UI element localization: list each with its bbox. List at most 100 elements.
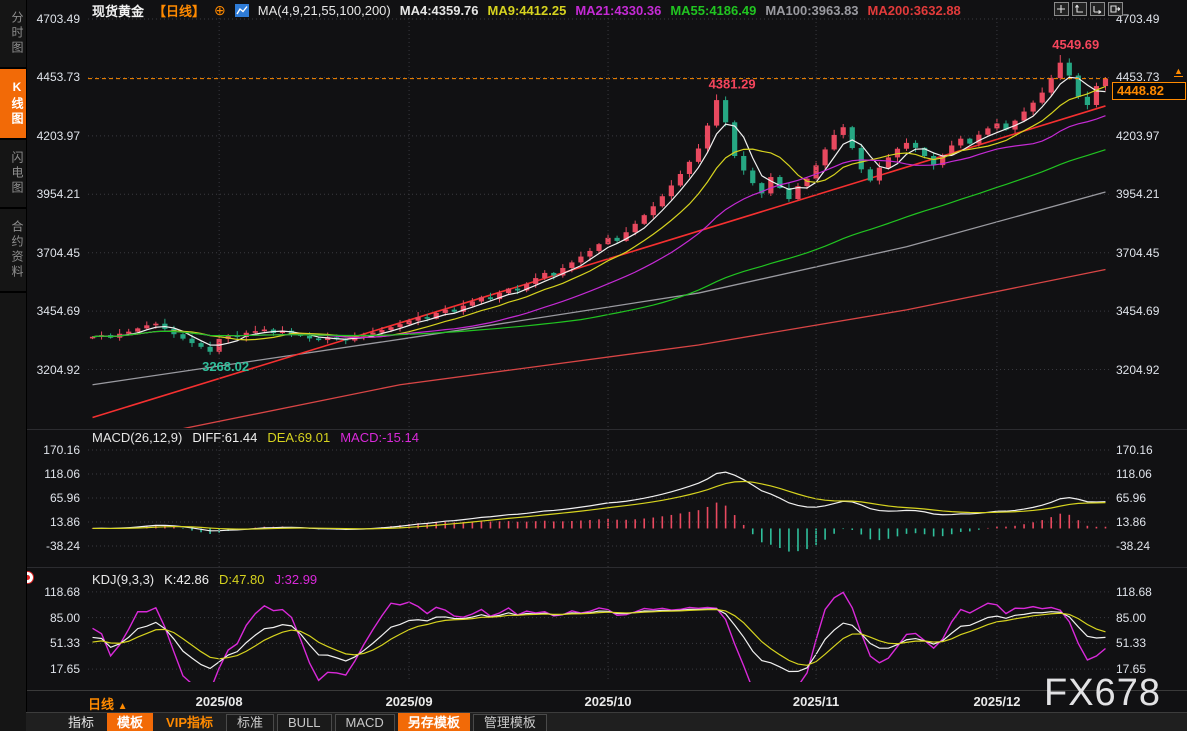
ma200-value: MA200:3632.88 — [867, 3, 961, 18]
price-axis-label: 3454.69 — [1116, 304, 1160, 319]
toolbar-item-另存模板[interactable]: 另存模板 — [397, 713, 470, 731]
dea-line — [92, 480, 1106, 530]
macd-title: MACD(26,12,9) — [92, 430, 183, 445]
price-axis-label: 4453.73 — [36, 70, 80, 85]
macd-pane — [88, 449, 1110, 552]
d-line — [92, 608, 1106, 666]
sidebar-tab-合约资料[interactable]: 合约资料 — [0, 209, 26, 293]
diff-line — [92, 471, 1106, 532]
sidebar-tab-分时图[interactable]: 分时图 — [0, 0, 26, 69]
MA4-line — [92, 76, 1106, 346]
left-sidebar: 分时图 K线图 闪电图 合约资料 — [0, 0, 27, 731]
axis-scale-vertical-icon[interactable] — [1072, 2, 1087, 16]
kdj-axis-label: 17.65 — [1116, 662, 1147, 677]
main-pane — [88, 18, 1110, 428]
macd-header: MACD(26,12,9) DIFF:61.44 DEA:69.01 MACD:… — [92, 430, 419, 445]
price-axis-label: 3704.45 — [36, 245, 80, 260]
toolbar-item-标准[interactable]: 标准 — [226, 713, 275, 731]
chart-header: 现货黄金 【日线】 ⊕ MA(4,9,21,55,100,200) MA4:43… — [92, 1, 961, 20]
pane-separator-2 — [26, 567, 1187, 568]
kdj-axis-label: 51.33 — [49, 636, 80, 651]
kdj-axis-label: 85.00 — [1116, 610, 1147, 625]
trendline — [92, 105, 1106, 419]
kdj-j: J:32.99 — [274, 572, 318, 587]
price-axis-label: 4703.49 — [1116, 12, 1160, 27]
MA55-line — [92, 149, 1106, 338]
sidebar-tab-闪电图[interactable]: 闪电图 — [0, 140, 26, 209]
pane-separator-1 — [26, 429, 1187, 430]
sidebar-tab-K线图[interactable]: K线图 — [0, 69, 26, 140]
price-axis-label: 4203.97 — [36, 128, 80, 143]
price-annotation: 3268.02 — [202, 359, 249, 374]
macd-axis-label: 13.86 — [1116, 515, 1147, 529]
price-axis-label: 4703.49 — [36, 12, 80, 27]
period-tag: 【日线】 — [153, 4, 206, 19]
candles-layer — [89, 55, 1109, 355]
price-alert-marker-icon: ▲ — [1174, 66, 1183, 77]
kdj-d: D:47.80 — [218, 572, 265, 587]
xaxis-separator — [26, 690, 1187, 691]
ma55-value: MA55:4186.49 — [670, 3, 757, 18]
watermark: FX678 — [1044, 672, 1161, 714]
kdj-axis-label: 51.33 — [1116, 636, 1147, 651]
alarm-dot-icon[interactable] — [22, 572, 33, 583]
ma-summary: MA(4,9,21,55,100,200) — [257, 3, 391, 18]
toolbar-item-模板[interactable]: 模板 — [107, 713, 154, 731]
price-axis-label: 3204.92 — [36, 362, 80, 377]
price-axis-label: 3704.45 — [1116, 245, 1160, 260]
xaxis-month-label: 2025/08 — [195, 694, 243, 709]
MA100-line — [92, 191, 1106, 386]
j-line — [92, 591, 1106, 682]
ma9-value: MA9:4412.25 — [487, 3, 567, 18]
xaxis-month-label: 2025/12 — [973, 694, 1021, 709]
kdj-header: KDJ(9,3,3) K:42.86 D:47.80 J:32.99 — [92, 572, 317, 587]
chart-window-buttons — [1054, 2, 1123, 16]
toolbar-item-管理模板[interactable]: 管理模板 — [472, 713, 547, 731]
toolbar-item-MACD[interactable]: MACD — [334, 713, 395, 731]
kdj-axis-label: 17.65 — [49, 662, 80, 677]
toolbar-item-指标[interactable]: 指标 — [68, 715, 95, 730]
macd-diff: DIFF:61.44 — [192, 430, 258, 445]
macd-axis-label: 170.16 — [1116, 443, 1153, 457]
timeframe-text: 日线 — [88, 697, 115, 712]
ma21-value: MA21:4330.36 — [575, 3, 662, 18]
macd-axis-label: 170.16 — [43, 443, 80, 457]
price-annotation: 4381.29 — [709, 76, 756, 91]
kdj-k: K:42.86 — [164, 572, 209, 587]
macd-axis-label: 65.96 — [1116, 491, 1147, 505]
xaxis-month-label: 2025/10 — [584, 694, 632, 709]
timeframe-label[interactable]: 日线 ▲ — [88, 694, 128, 713]
price-annotation: 4549.69 — [1052, 37, 1099, 52]
toolbar-item-BULL[interactable]: BULL — [277, 713, 332, 731]
k-line — [92, 608, 1106, 673]
macd-axis-label: 65.96 — [49, 491, 80, 505]
macd-dea: DEA:69.01 — [267, 430, 331, 445]
ma4-value: MA4:4359.76 — [399, 3, 479, 18]
kdj-axis-label: 85.00 — [49, 610, 80, 625]
macd-axis-label: 118.06 — [1116, 467, 1152, 481]
axis-scale-horizontal-icon[interactable] — [1090, 2, 1105, 16]
bottom-toolbar: 指标 模板 VIP指标 标准 BULL MACD 另存模板 管理模板 — [26, 712, 1187, 731]
chart-type-icon[interactable] — [234, 4, 249, 17]
toolbar-item-VIP指标[interactable]: VIP指标 — [166, 715, 213, 730]
kdj-title: KDJ(9,3,3) — [92, 572, 155, 587]
MA200-line — [182, 268, 1106, 428]
macd-axis-label: 118.06 — [44, 467, 80, 481]
pan-icon[interactable] — [1054, 2, 1069, 16]
price-axis-label: 3954.21 — [36, 187, 80, 202]
kdj-axis-label: 118.68 — [1116, 584, 1152, 599]
add-indicator-icon[interactable]: ⊕ — [214, 2, 226, 18]
macd-value: MACD:-15.14 — [340, 430, 419, 445]
exit-chart-icon[interactable] — [1108, 2, 1123, 16]
macd-axis-label: 13.86 — [49, 515, 80, 529]
MA9-line — [92, 85, 1106, 341]
macd-axis-label: -38.24 — [45, 539, 80, 553]
price-axis-label: 3954.21 — [1116, 187, 1160, 202]
xaxis-month-label: 2025/11 — [792, 694, 840, 709]
macd-axis-label: -38.24 — [1116, 539, 1151, 553]
symbol-name: 现货黄金 — [92, 4, 145, 19]
price-axis-label: 4203.97 — [1116, 128, 1160, 143]
kdj-pane — [88, 591, 1110, 682]
